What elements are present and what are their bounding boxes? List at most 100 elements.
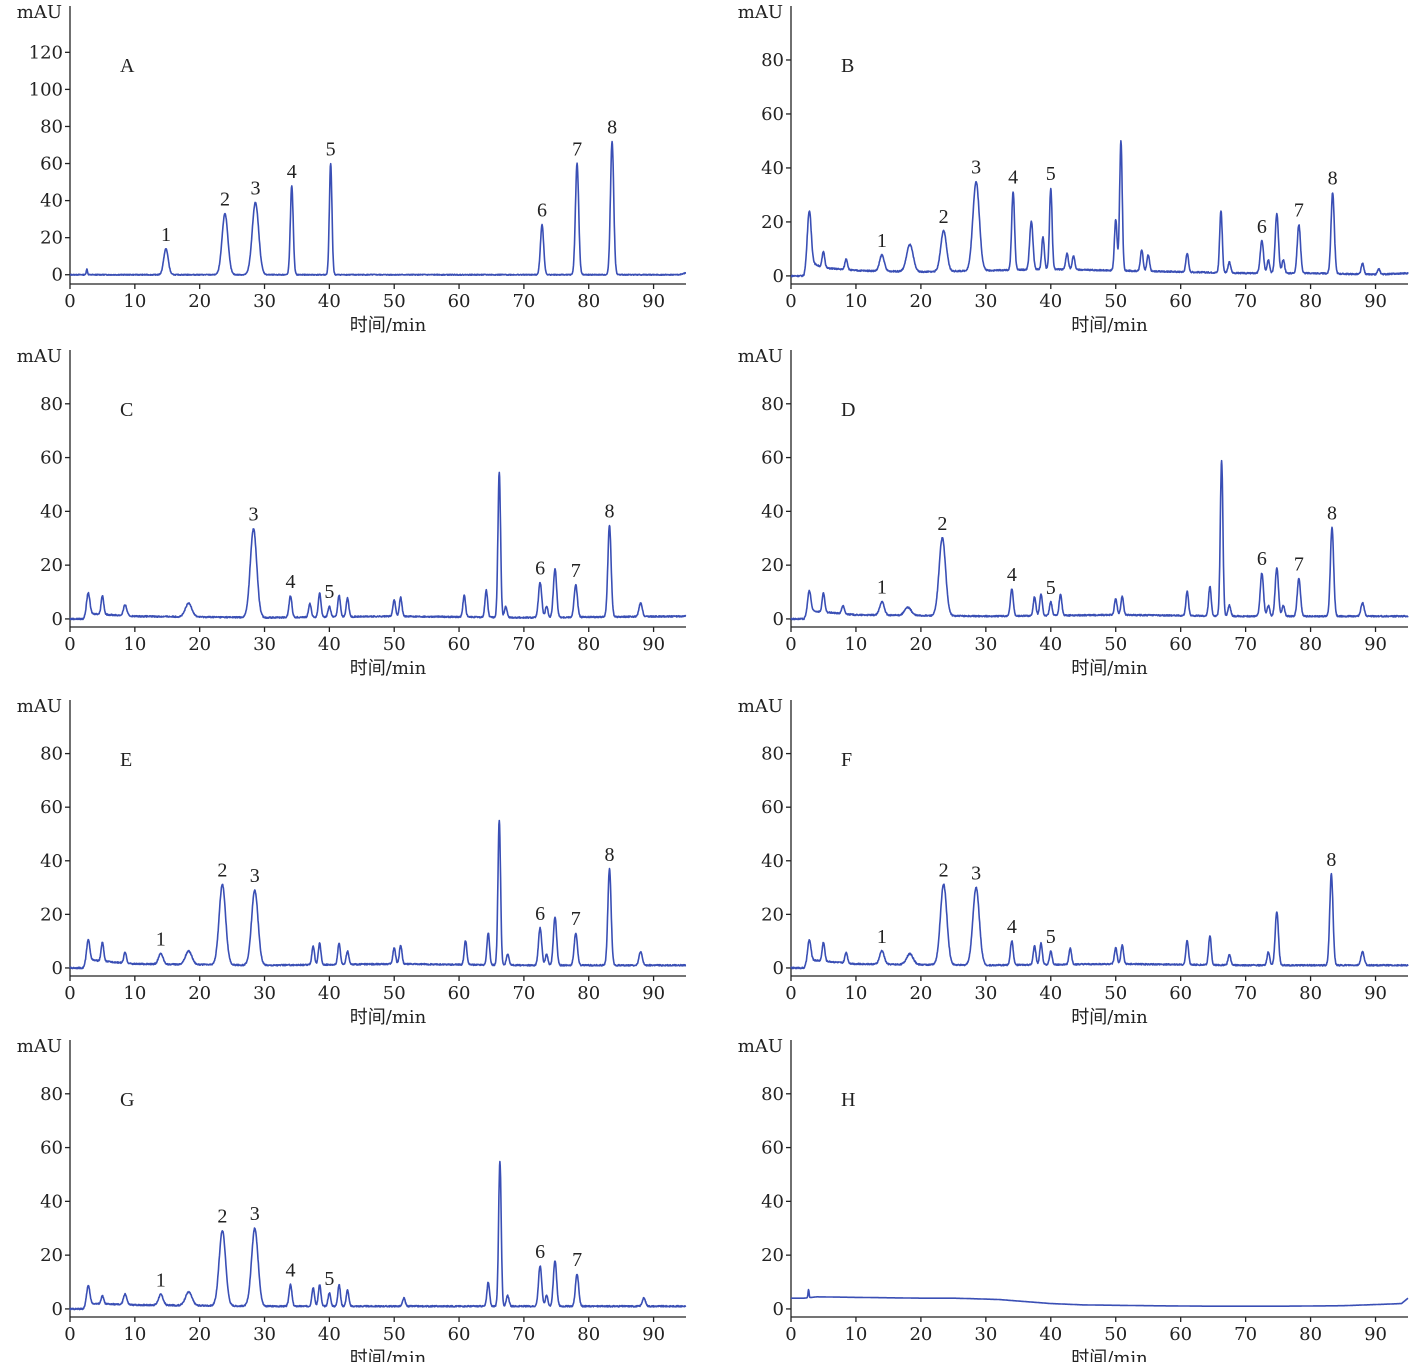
- x-tick-label: 10: [844, 1324, 867, 1345]
- peak-label: 4: [285, 571, 295, 593]
- y-tick-label: 40: [40, 1191, 63, 1212]
- x-tick-label: 80: [577, 983, 600, 1004]
- peak-label: 4: [1008, 167, 1018, 189]
- x-tick-label: 10: [844, 983, 867, 1004]
- x-tick-label: 90: [1364, 1324, 1387, 1345]
- x-tick-label: 70: [1234, 634, 1257, 655]
- peak-label: 5: [1046, 577, 1056, 599]
- peak-label: 4: [1007, 916, 1017, 938]
- peak-label: 6: [1257, 216, 1267, 238]
- x-tick-label: 30: [974, 634, 997, 655]
- y-tick-label: 20: [761, 212, 784, 233]
- peak-label: 7: [571, 908, 581, 930]
- peak-label: 3: [971, 862, 981, 884]
- x-tick-label: 70: [512, 291, 535, 312]
- x-tick-label: 60: [1169, 983, 1192, 1004]
- peak-label: 2: [939, 206, 949, 228]
- chromatogram-panel-h: 0 20 40 60 80 0 10 20 30 40 50 60 70 80 90 mAU 时间/min H: [738, 1036, 1409, 1362]
- y-tick-label: 20: [761, 1245, 784, 1266]
- x-tick-label: 0: [64, 983, 75, 1004]
- x-tick-label: 50: [1104, 634, 1127, 655]
- peak-label: 1: [877, 577, 887, 599]
- y-tick-label: 60: [40, 1138, 63, 1159]
- chromatogram-trace: [790, 459, 1409, 621]
- y-tick-label: 40: [761, 158, 784, 179]
- panel-letter: F: [841, 749, 852, 771]
- x-tick-label: 80: [1299, 1324, 1322, 1345]
- peak-label: 7: [571, 560, 581, 582]
- x-tick-label: 70: [512, 634, 535, 655]
- peak-label: 3: [249, 504, 259, 526]
- x-axis-title: 时间/min: [1071, 1007, 1148, 1028]
- peak-label: 5: [1046, 163, 1056, 185]
- y-tick-label: 0: [773, 609, 784, 630]
- chromatogram-panel-f: 0 20 40 60 80 0 10 20 30 40 50 60 70 80 90 mAU 时间/min F 1 2…: [738, 696, 1409, 1028]
- x-tick-label: 20: [909, 634, 932, 655]
- y-tick-label: 120: [29, 42, 63, 63]
- x-tick-label: 50: [1104, 291, 1127, 312]
- y-tick-label: 40: [40, 501, 63, 522]
- x-tick-label: 60: [448, 634, 471, 655]
- x-tick-label: 90: [642, 983, 665, 1004]
- y-tick-label: 80: [761, 744, 784, 765]
- chromatogram-trace: [69, 819, 687, 970]
- x-tick-label: 20: [909, 983, 932, 1004]
- x-tick-label: 30: [253, 634, 276, 655]
- panel-letter: H: [841, 1089, 855, 1111]
- peak-label: 5: [1046, 926, 1056, 948]
- chromatogram-panel-d: 0 20 40 60 80 0 10 20 30 40 50 60 70 80 90 mAU 时间/min D 1 2…: [738, 346, 1409, 679]
- x-tick-label: 90: [642, 1324, 665, 1345]
- x-tick-label: 60: [448, 983, 471, 1004]
- peak-label: 3: [250, 865, 260, 887]
- x-tick-label: 50: [383, 291, 406, 312]
- y-tick-label: 60: [40, 797, 63, 818]
- peak-label: 4: [285, 1260, 295, 1282]
- x-tick-label: 80: [577, 291, 600, 312]
- x-tick-label: 60: [1169, 1324, 1192, 1345]
- x-tick-label: 50: [383, 634, 406, 655]
- y-axis-unit-label: mAU: [17, 346, 62, 367]
- panel-letter: D: [841, 399, 855, 421]
- x-tick-label: 20: [188, 634, 211, 655]
- peak-label: 8: [607, 116, 617, 138]
- x-tick-label: 30: [974, 291, 997, 312]
- y-axis-unit-label: mAU: [17, 696, 62, 717]
- x-tick-label: 20: [909, 291, 932, 312]
- y-tick-label: 60: [761, 797, 784, 818]
- peak-label: 7: [572, 139, 582, 161]
- peak-label: 2: [939, 859, 949, 881]
- y-axis-unit-label: mAU: [17, 2, 62, 23]
- x-tick-label: 80: [1299, 983, 1322, 1004]
- x-axis-title: 时间/min: [350, 658, 427, 679]
- peak-label: 1: [156, 928, 166, 950]
- peak-label: 1: [877, 230, 887, 252]
- y-tick-label: 0: [52, 1299, 63, 1320]
- y-tick-label: 0: [773, 1299, 784, 1320]
- peak-label: 1: [877, 926, 887, 948]
- x-tick-label: 30: [974, 983, 997, 1004]
- panel-letter: E: [120, 749, 132, 771]
- y-tick-label: 20: [40, 555, 63, 576]
- y-tick-label: 20: [40, 904, 63, 925]
- chromatogram-panel-b: 0 20 40 60 80 0 10 20 30 40 50 60 70 80 90 mAU 时间/min B 1 2…: [738, 2, 1409, 336]
- x-tick-label: 80: [577, 634, 600, 655]
- x-tick-label: 70: [1234, 1324, 1257, 1345]
- peak-label: 1: [156, 1269, 166, 1291]
- x-tick-label: 0: [785, 983, 796, 1004]
- y-tick-label: 80: [761, 394, 784, 415]
- x-tick-label: 90: [1364, 983, 1387, 1004]
- x-tick-label: 70: [1234, 291, 1257, 312]
- x-tick-label: 60: [1169, 291, 1192, 312]
- panel-letter: B: [841, 55, 854, 77]
- peak-label: 7: [1294, 200, 1304, 222]
- y-tick-label: 0: [52, 958, 63, 979]
- peak-label: 1: [161, 224, 171, 246]
- peak-label: 2: [937, 513, 947, 535]
- y-tick-label: 60: [40, 154, 63, 175]
- y-tick-label: 60: [761, 448, 784, 469]
- peak-label: 4: [287, 161, 297, 183]
- y-tick-label: 80: [40, 116, 63, 137]
- x-tick-label: 60: [448, 291, 471, 312]
- chromatogram-trace: [69, 140, 687, 277]
